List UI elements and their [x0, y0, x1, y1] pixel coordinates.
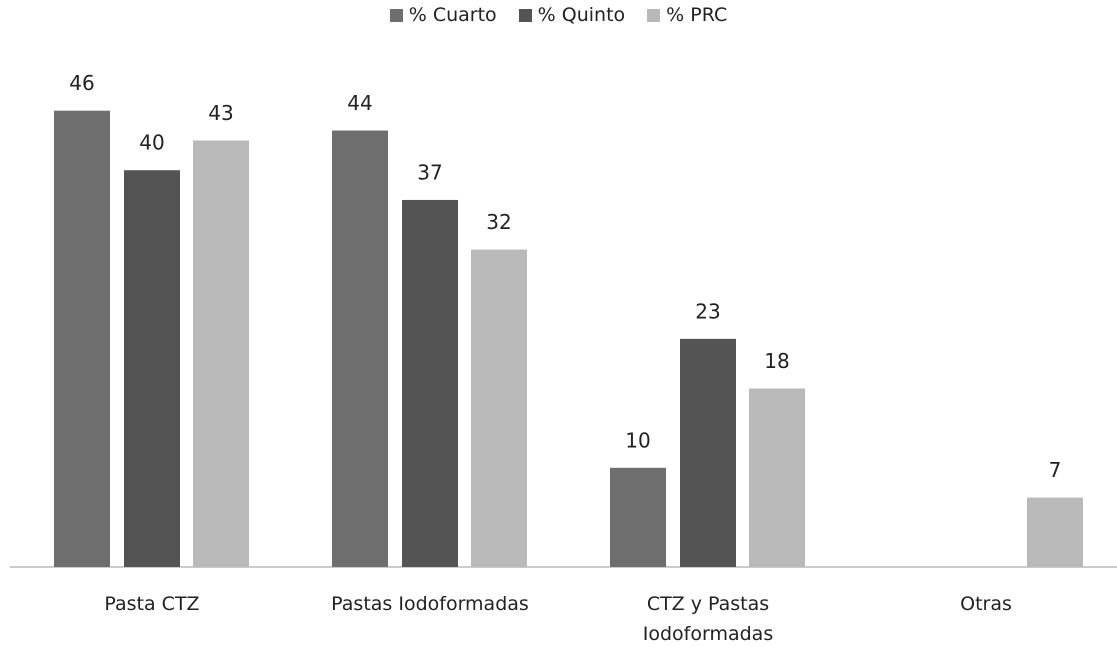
legend-label: % PRC [666, 4, 728, 26]
bar [124, 170, 180, 567]
data-label: 43 [208, 101, 233, 125]
data-label: 23 [695, 299, 720, 323]
legend: % Cuarto % Quinto % PRC [0, 4, 1117, 26]
data-label: 46 [69, 71, 94, 95]
legend-item: % PRC [647, 4, 727, 26]
legend-swatch [389, 8, 403, 22]
bar [54, 110, 110, 568]
legend-label: % Cuarto [408, 4, 497, 26]
bar [1027, 497, 1083, 567]
x-tick-label: Pasta CTZ [104, 593, 200, 615]
legend-item: % Quinto [518, 4, 626, 26]
bar [610, 467, 666, 567]
bar [193, 140, 249, 567]
data-label: 32 [486, 210, 511, 234]
legend-swatch [647, 8, 661, 22]
bar [332, 130, 388, 567]
data-label: 10 [625, 428, 650, 452]
data-label: 18 [764, 349, 789, 373]
bar [680, 338, 736, 567]
data-label: 44 [347, 91, 372, 115]
x-tick-label: Otras [960, 593, 1012, 615]
bar [471, 249, 527, 567]
data-label: 37 [417, 160, 442, 184]
x-tick-label: Pastas Iodoformadas [331, 593, 529, 615]
bar [749, 388, 805, 567]
bar [402, 199, 458, 567]
x-tick-label: CTZ y Pastas Iodoformadas [642, 593, 774, 645]
data-label: 40 [139, 131, 164, 155]
legend-label: % Quinto [537, 4, 626, 26]
legend-item: % Cuarto [389, 4, 497, 26]
data-label: 7 [1049, 458, 1062, 482]
legend-swatch [518, 8, 532, 22]
